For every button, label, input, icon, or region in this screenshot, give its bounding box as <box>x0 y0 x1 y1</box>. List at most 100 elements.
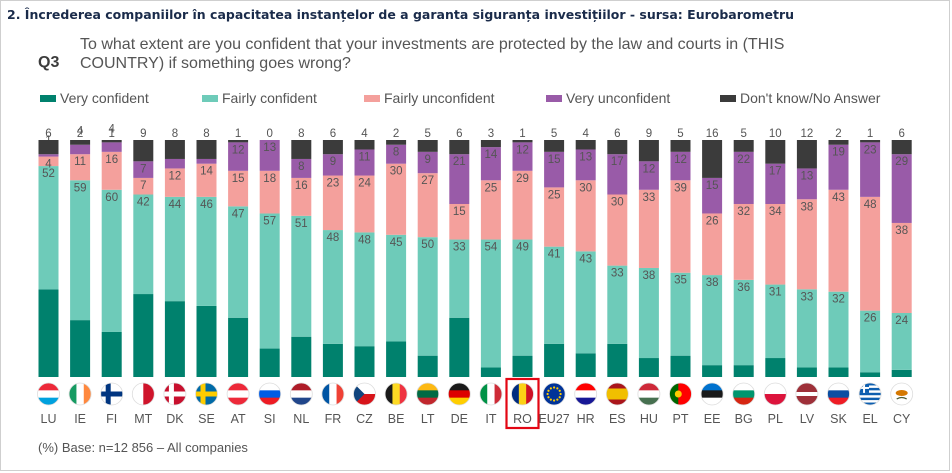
data-label: 23 <box>864 144 877 156</box>
flag-part <box>37 397 60 405</box>
flag-part <box>132 383 144 405</box>
data-label: 4 <box>361 128 368 140</box>
flag-ee-icon <box>701 383 724 405</box>
category-label: EE <box>704 412 721 426</box>
data-label: 35 <box>674 275 687 287</box>
flag-part <box>353 383 365 405</box>
bar-segment <box>133 294 154 377</box>
bar-segment <box>480 147 501 181</box>
flag-part <box>479 383 488 405</box>
category-label: CZ <box>356 412 373 426</box>
flag-border <box>542 382 566 406</box>
data-label: 16 <box>295 180 308 192</box>
bar-segment <box>733 279 754 366</box>
flag-border <box>226 382 250 406</box>
bar-segment <box>291 336 312 377</box>
bar-segment <box>765 140 786 164</box>
flag-part <box>100 391 123 397</box>
bar-segment <box>607 140 628 155</box>
bar-segment <box>101 331 122 377</box>
flag-part <box>701 383 724 391</box>
bar-segment <box>733 365 754 377</box>
data-label: 25 <box>485 182 498 194</box>
data-label: 33 <box>643 192 656 204</box>
flag-border <box>605 382 629 406</box>
flag-border <box>353 382 376 406</box>
flag-part <box>290 383 313 391</box>
bar-segment <box>670 151 691 181</box>
bar-segment <box>38 156 59 167</box>
flag-part <box>859 397 882 401</box>
data-label: 24 <box>895 315 908 327</box>
bar-segment <box>638 161 659 190</box>
bar-segment <box>196 140 217 159</box>
bar-segment <box>291 177 312 216</box>
data-label: 51 <box>295 218 308 230</box>
bar-segment <box>891 313 912 370</box>
legend-label: Very unconfident <box>566 90 671 106</box>
bar-segment <box>607 265 628 344</box>
flag-el-icon <box>859 383 882 405</box>
flag-border <box>700 382 724 406</box>
data-label: 5 <box>424 128 430 140</box>
flag-part <box>83 383 92 405</box>
flag-part <box>547 396 550 399</box>
legend-swatch <box>720 94 736 102</box>
bar-segment <box>164 158 185 169</box>
bar-segment <box>796 289 817 368</box>
flag-part <box>518 383 527 405</box>
category-label: SK <box>830 412 847 426</box>
flag-border <box>131 382 155 406</box>
data-label: 19 <box>832 147 845 159</box>
data-label: 22 <box>737 154 750 166</box>
category-label: IE <box>74 412 86 426</box>
bar-segment <box>512 140 533 143</box>
data-label: 29 <box>895 156 908 168</box>
flag-part <box>76 383 85 405</box>
flag-part <box>574 383 597 391</box>
flag-part <box>168 383 174 405</box>
flag-part <box>863 383 866 393</box>
category-label: EU27 <box>538 412 569 426</box>
bar-segment <box>891 154 912 223</box>
bar-segment <box>480 367 501 377</box>
flag-part <box>321 383 330 405</box>
flag-pt-icon <box>669 383 692 405</box>
legend-swatch <box>40 94 56 102</box>
category-label: ES <box>609 412 626 426</box>
data-label: 57 <box>263 215 276 227</box>
bar-segment <box>386 140 407 145</box>
flag-part <box>637 397 660 405</box>
data-label: 60 <box>105 192 118 204</box>
flag-part <box>732 383 755 391</box>
bar-segment <box>291 140 312 159</box>
flag-part <box>549 398 552 401</box>
data-label: 48 <box>358 234 371 246</box>
data-label: 13 <box>801 170 814 182</box>
flag-part <box>399 383 408 405</box>
flag-part <box>764 394 787 405</box>
flag-part <box>416 397 439 405</box>
flag-part <box>336 383 344 405</box>
legend-label: Fairly unconfident <box>384 90 495 106</box>
flag-border <box>479 382 503 406</box>
flag-part <box>701 390 724 399</box>
flag-border <box>447 382 471 406</box>
flag-border <box>827 382 850 406</box>
flag-part <box>416 383 439 391</box>
bar-segment <box>196 305 217 377</box>
data-label: 15 <box>453 206 466 218</box>
category-label: BE <box>388 412 405 426</box>
data-label: 12 <box>674 154 687 166</box>
bar-segment <box>860 142 881 197</box>
flag-part <box>859 392 882 396</box>
bar-segment <box>417 151 438 174</box>
bar-segment <box>449 203 470 240</box>
flag-part <box>764 383 787 394</box>
data-label: 45 <box>390 237 403 249</box>
bar-segment <box>607 154 628 195</box>
data-label: 15 <box>706 180 719 192</box>
bar-segment <box>133 161 154 178</box>
data-label: 8 <box>393 147 399 159</box>
data-label: 1 <box>108 128 114 140</box>
